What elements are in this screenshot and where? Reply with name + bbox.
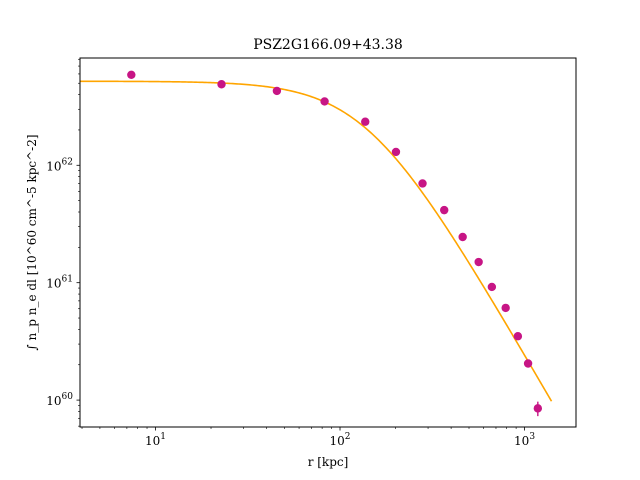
x-tick-label: 103 xyxy=(514,432,535,448)
data-point xyxy=(501,303,510,313)
model-curve xyxy=(80,80,553,402)
x-tick-label: 102 xyxy=(330,432,351,448)
data-point xyxy=(487,282,497,292)
y-tick-label: 1061 xyxy=(46,275,73,291)
data-point xyxy=(523,359,533,368)
data-point xyxy=(127,70,136,79)
data-point xyxy=(217,80,226,89)
data-point xyxy=(458,232,467,242)
x-axis-label-text: r [kpc] xyxy=(308,455,349,469)
data-point xyxy=(272,86,282,96)
x-tick-label: 101 xyxy=(145,432,166,448)
x-axis-label: r [kpc] xyxy=(308,455,349,469)
data-point xyxy=(474,257,483,267)
y-axis: 1060 1061 1062 xyxy=(46,58,80,427)
y-axis-label: ∫ n_p n_e dl [10^60 cm^-5 kpc^-2] xyxy=(25,134,39,350)
data-point xyxy=(361,117,370,126)
plot-area xyxy=(80,70,553,417)
plot-frame xyxy=(79,57,577,428)
data-point xyxy=(320,97,329,106)
data-point xyxy=(391,147,401,157)
data-point xyxy=(440,205,449,215)
data-point xyxy=(513,332,523,341)
x-axis: 101 102 103 xyxy=(81,427,535,448)
data-point xyxy=(418,179,427,188)
y-tick-label: 1060 xyxy=(46,392,73,408)
chart-title: PSZ2G166.09+43.38 xyxy=(253,37,403,53)
y-axis-label-text: ∫ n_p n_e dl [10^60 cm^-5 kpc^-2] xyxy=(25,134,39,350)
data-point xyxy=(533,404,543,413)
y-tick-label: 1062 xyxy=(46,157,73,173)
